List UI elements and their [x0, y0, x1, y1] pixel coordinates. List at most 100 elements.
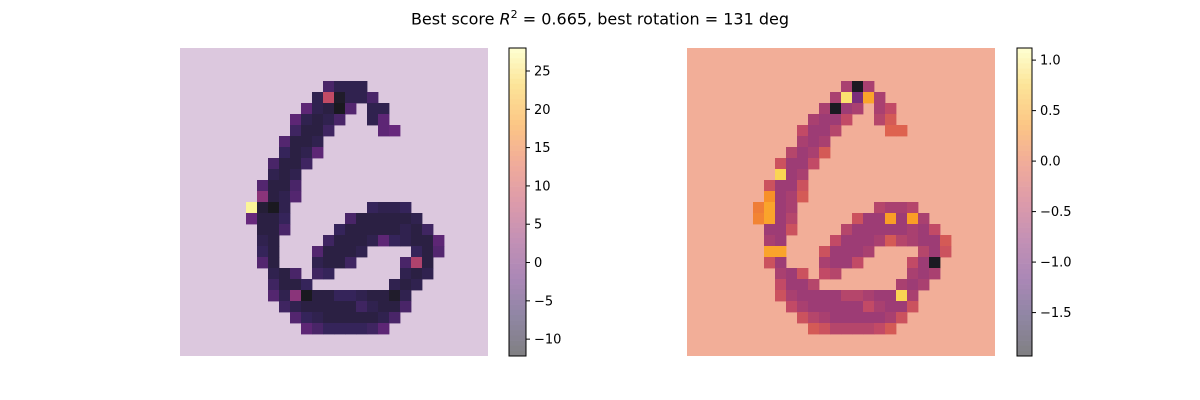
- heatmap-cell: [874, 323, 886, 335]
- heatmap-cell: [290, 125, 302, 137]
- heatmap-cell: [312, 301, 324, 313]
- heatmap-cell: [345, 290, 357, 302]
- heatmap-cell: [246, 202, 258, 214]
- heatmap-cell: [268, 257, 280, 269]
- heatmap-cell: [841, 103, 853, 115]
- heatmap-cell: [301, 136, 313, 148]
- heatmap-cell: [896, 224, 908, 236]
- heatmap-cell: [312, 323, 324, 335]
- heatmap-cell: [400, 213, 412, 225]
- colorbar-segment: [1017, 53, 1032, 59]
- heatmap-cell: [786, 180, 798, 192]
- heatmap-cell: [786, 147, 798, 159]
- heatmap-cell: [257, 246, 269, 258]
- heatmap-cell: [312, 92, 324, 104]
- heatmap-cell: [775, 246, 787, 258]
- heatmap-cell: [808, 114, 820, 126]
- heatmap-cell: [896, 202, 908, 214]
- heatmap-cell: [764, 213, 776, 225]
- heatmap-cell: [367, 103, 379, 115]
- heatmap-cell: [841, 246, 853, 258]
- colorbar-segment: [1017, 99, 1032, 105]
- colorbar-segment: [1017, 155, 1032, 162]
- heatmap-cell: [312, 312, 324, 324]
- heatmap-cell: [301, 301, 313, 313]
- heatmap-cell: [797, 191, 809, 203]
- heatmap-cell: [775, 180, 787, 192]
- heatmap-cell: [279, 169, 291, 181]
- heatmap-cell: [345, 301, 357, 313]
- heatmap-cell: [378, 224, 390, 236]
- colorbar-segment: [509, 186, 526, 193]
- heatmap-cell: [863, 312, 875, 324]
- heatmap-panel-right: −1.5 −1.0 −0.5 0.0 0.5 1.0: [687, 47, 1072, 357]
- heatmap-cell: [301, 114, 313, 126]
- heatmap-cell: [918, 246, 930, 258]
- heatmap-cell: [830, 92, 842, 104]
- heatmap-cell: [907, 268, 919, 280]
- colorbar-segment: [1017, 68, 1032, 74]
- heatmap-cell: [378, 290, 390, 302]
- colorbar-segment: [1017, 294, 1032, 300]
- colorbar-segment: [509, 222, 526, 228]
- colorbar-segment: [509, 202, 526, 208]
- heatmap-cell: [367, 92, 379, 104]
- heatmap-cell: [312, 125, 324, 137]
- colorbar-segment: [509, 217, 526, 223]
- heatmap-cell: [885, 290, 897, 302]
- colorbar-segment: [509, 171, 526, 177]
- colorbar-segment: [509, 314, 526, 321]
- heatmap-cell: [279, 202, 291, 214]
- heatmap-cell: [896, 301, 908, 313]
- heatmap-cell: [885, 125, 897, 137]
- heatmap-cell: [885, 301, 897, 313]
- colorbar-segment: [1017, 325, 1032, 331]
- colorbar-segment: [1017, 263, 1032, 270]
- colorbar-segment: [1017, 289, 1032, 295]
- heatmap-cell: [422, 257, 434, 269]
- heatmap-cell: [323, 257, 335, 269]
- colorbar-segment: [509, 207, 526, 213]
- heatmap-cell: [819, 136, 831, 148]
- colorbar-segment: [1017, 73, 1032, 80]
- heatmap-cell: [852, 246, 864, 258]
- heatmap-cell: [775, 268, 787, 280]
- heatmap-cell: [885, 224, 897, 236]
- colorbar-segment: [1017, 202, 1032, 208]
- colorbar-segment: [1017, 150, 1032, 157]
- heatmap-cell: [885, 323, 897, 335]
- heatmap-cell: [819, 257, 831, 269]
- heatmap-cell: [819, 268, 831, 280]
- heatmap-cell: [268, 246, 280, 258]
- colorbar-segment: [1017, 119, 1032, 126]
- heatmap-cell: [929, 235, 941, 247]
- heatmap-cell: [290, 279, 302, 291]
- colorbar-segment: [1017, 207, 1032, 213]
- heatmap-cell: [863, 92, 875, 104]
- heatmap-cell: [422, 268, 434, 280]
- heatmap-cell: [422, 246, 434, 258]
- heatmap-cell: [819, 290, 831, 302]
- heatmap-cell: [323, 103, 335, 115]
- heatmap-cell: [764, 191, 776, 203]
- heatmap-cell: [433, 246, 445, 258]
- colorbar-segment: [509, 325, 526, 331]
- heatmap-cell: [389, 290, 401, 302]
- heatmap-cell: [367, 312, 379, 324]
- heatmap-cell: [786, 191, 798, 203]
- colorbar-segment: [509, 253, 526, 259]
- heatmap-cell: [356, 312, 368, 324]
- colorbar-segment: [1017, 248, 1032, 254]
- heatmap-cell: [786, 202, 798, 214]
- colorbar-segment: [509, 309, 526, 316]
- heatmap-cell: [841, 257, 853, 269]
- heatmap-cell: [279, 136, 291, 148]
- heatmap-cell: [797, 301, 809, 313]
- heatmap-cell: [323, 81, 335, 93]
- heatmap-cell: [301, 279, 313, 291]
- heatmap-cell: [863, 224, 875, 236]
- heatmap-cell: [389, 125, 401, 137]
- heatmap-cell: [389, 224, 401, 236]
- colorbar-segment: [509, 145, 526, 151]
- heatmap-cell: [323, 290, 335, 302]
